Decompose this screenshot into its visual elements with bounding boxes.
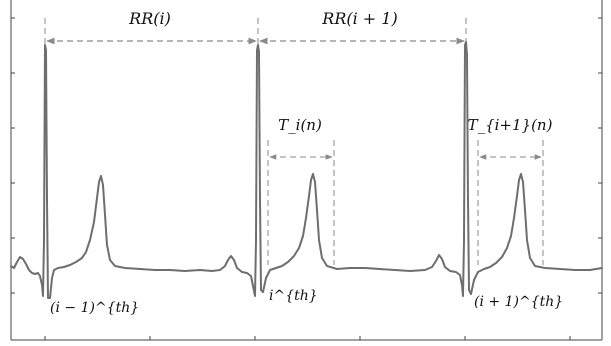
beat-prev-label: (i − 1)^{th} [50,300,139,316]
ecg-signal-trace [10,41,603,299]
t-i-plus-1-label: T_{i+1}(n) [468,116,553,134]
rr-i-plus-1-label: RR(i + 1) [321,9,397,28]
rr-i-label: RR(i) [128,9,171,28]
diagram-labels: RR(i) RR(i + 1) T_i(n) T_{i+1}(n) (i − 1… [50,9,563,316]
beat-next-label: (i + 1)^{th} [474,294,563,310]
r-peak-markers [44,18,467,48]
beat-curr-label: i^{th} [269,288,318,304]
t-interval-markers [267,140,544,265]
plot-frame [10,0,603,341]
t-i-label: T_i(n) [278,116,322,134]
